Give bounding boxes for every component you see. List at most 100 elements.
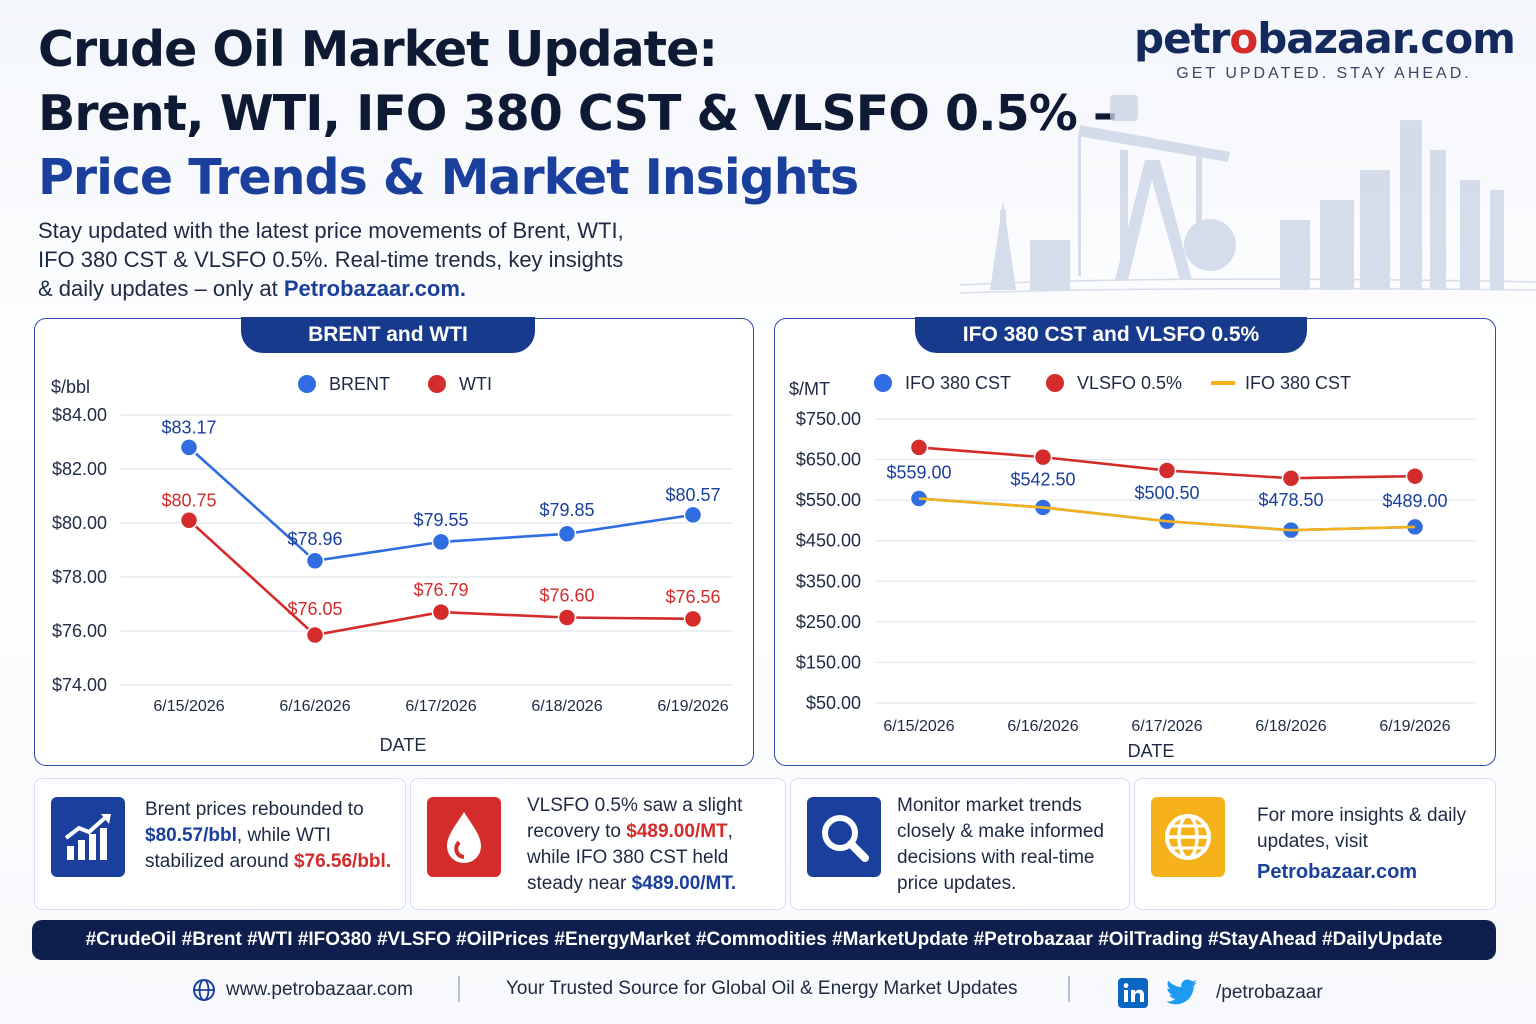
y-tick-label: $50.00 <box>806 693 861 713</box>
ifo-vlsfo-chart: $/MT $750.00 $650.00 $550.00 $450.00 $350.00 $… <box>789 373 1475 761</box>
twitter-icon[interactable] <box>1166 979 1198 1007</box>
legend-marker <box>874 374 892 392</box>
footer-handle[interactable]: /petrobazaar <box>1216 982 1323 1003</box>
y-tick-label: $74.00 <box>52 675 107 695</box>
data-point <box>683 609 703 629</box>
legend-marker <box>298 375 316 393</box>
series-line <box>918 497 1416 532</box>
x-tick-label: 6/15/2026 <box>883 718 954 735</box>
info-card-monitor-line-1: Monitor market trends <box>897 795 1082 816</box>
legend-entry: BRENT <box>329 374 390 394</box>
y-tick-label: $450.00 <box>796 531 861 551</box>
globe-icon <box>1151 797 1225 877</box>
data-label: $500.50 <box>1134 483 1199 503</box>
legend-entry: IFO 380 CST <box>1245 373 1351 393</box>
title-block: Crude Oil Market Update: Brent, WTI, IFO… <box>38 18 1117 210</box>
title-line-3: Price Trends & Market Insights <box>38 149 859 206</box>
data-label: $78.96 <box>287 529 342 549</box>
x-axis-label: DATE <box>380 735 427 755</box>
data-point <box>1157 461 1177 480</box>
subtitle-link[interactable]: Petrobazaar.com. <box>283 276 467 301</box>
data-point <box>1281 468 1301 488</box>
data-label: $76.79 <box>413 580 468 600</box>
brent-wti-panel: BRENT and WTI $/bbl $84.00 $82.00 $80.00 $78… <box>34 317 754 766</box>
subtitle-line-3: & daily updates – only at Petrobazaar.co… <box>38 274 698 303</box>
logo-part-1: petr <box>1134 14 1230 63</box>
x-tick-label: 6/18/2026 <box>531 698 602 715</box>
data-label: $79.85 <box>539 500 594 520</box>
oil-drop-icon <box>427 797 501 877</box>
info-card-brent-line-2-rest: , while WTI <box>236 825 331 846</box>
ifo-vlsfo-panel-title: IFO 380 CST and VLSFO 0.5% <box>915 317 1307 353</box>
logo-part-o: o <box>1229 14 1258 63</box>
info-card-visit-line-2: updates, visit <box>1257 831 1368 852</box>
info-card-vlsfo-line-2-prefix: recovery to <box>527 821 627 842</box>
info-card-vlsfo-text: VLSFO 0.5% saw a slight recovery to $489… <box>527 793 742 897</box>
info-card-visit: For more insights & daily updates, visit… <box>1134 778 1496 910</box>
data-label: $76.05 <box>287 599 342 619</box>
data-point <box>683 505 703 525</box>
info-card-visit-link[interactable]: Petrobazaar.com <box>1257 861 1418 883</box>
data-point <box>1405 466 1425 486</box>
info-card-vlsfo-line-2-rest: , <box>727 821 733 842</box>
x-axis-label: DATE <box>1128 741 1175 761</box>
info-card-vlsfo-line-4: steady near $489.00/MT. <box>527 871 742 897</box>
info-card-brent: Brent prices rebounded to $80.57/bbl, wh… <box>34 778 406 910</box>
logo-part-2: bazaar.com <box>1257 14 1516 63</box>
chart-growth-icon <box>51 797 125 877</box>
y-axis-label: $/MT <box>789 379 830 399</box>
y-tick-label: $150.00 <box>796 652 861 672</box>
legend-entry: VLSFO 0.5% <box>1077 373 1182 393</box>
x-tick-label: 6/16/2026 <box>1007 718 1078 735</box>
y-tick-label: $350.00 <box>796 571 861 591</box>
brent-wti-chart: $/bbl $84.00 $82.00 $80.00 $78.00 $76.00 $74.0… <box>51 374 733 755</box>
info-card-monitor: Monitor market trends closely & make inf… <box>790 778 1130 910</box>
data-point <box>431 602 451 622</box>
x-tick-label: 6/19/2026 <box>1379 718 1450 735</box>
info-card-brent-text: Brent prices rebounded to $80.57/bbl, wh… <box>145 797 391 875</box>
info-card-brent-line-3: stabilized around $76.56/bbl. <box>145 849 391 875</box>
info-card-vlsfo: VLSFO 0.5% saw a slight recovery to $489… <box>410 778 786 910</box>
data-label: $80.75 <box>161 490 216 510</box>
y-tick-label: $750.00 <box>796 409 861 429</box>
data-label: $79.55 <box>413 510 468 530</box>
title-line-2: Brent, WTI, IFO 380 CST & VLSFO 0.5% – <box>38 85 1117 142</box>
globe-small-icon <box>193 979 215 1001</box>
ifo-value: $489.00/MT. <box>631 873 737 894</box>
data-label: $489.00 <box>1382 491 1447 511</box>
footer-tagline-text: Your Trusted Source for Global Oil & Ene… <box>506 978 1018 999</box>
legend-entry: IFO 380 CST <box>905 373 1011 393</box>
footer-website[interactable]: www.petrobazaar.com <box>192 978 413 1002</box>
info-card-vlsfo-line-2: recovery to $489.00/MT, <box>527 819 742 845</box>
y-tick-label: $78.00 <box>52 567 107 587</box>
title-line-1: Crude Oil Market Update: <box>38 21 718 78</box>
footer: www.petrobazaar.com Your Trusted Source … <box>0 972 1536 1008</box>
y-tick-label: $250.00 <box>796 612 861 632</box>
linkedin-icon[interactable] <box>1118 978 1148 1008</box>
legend-marker <box>1046 374 1064 392</box>
info-card-vlsfo-line-4-prefix: steady near <box>527 873 632 894</box>
subtitle: Stay updated with the latest price movem… <box>38 216 698 303</box>
y-tick-label: $82.00 <box>52 459 107 479</box>
x-tick-label: 6/17/2026 <box>405 698 476 715</box>
brent-value: $80.57/bbl <box>145 825 237 846</box>
footer-divider-2 <box>1068 976 1070 1002</box>
data-label: $76.60 <box>539 586 594 606</box>
data-point <box>909 438 929 457</box>
info-card-monitor-text: Monitor market trends closely & make inf… <box>897 793 1104 897</box>
brand-logo[interactable]: petrobazaar.com GET UPDATED. STAY AHEAD. <box>1134 14 1516 83</box>
data-label: $80.57 <box>665 485 720 505</box>
data-point <box>305 551 325 571</box>
y-tick-label: $650.00 <box>796 450 861 470</box>
brent-wti-panel-title: BRENT and WTI <box>241 317 535 353</box>
data-point <box>179 438 199 457</box>
footer-social: /petrobazaar <box>1118 978 1323 1008</box>
legend-entry: WTI <box>459 374 492 394</box>
x-tick-label: 6/18/2026 <box>1255 718 1326 735</box>
y-tick-label: $550.00 <box>796 490 861 510</box>
y-tick-label: $76.00 <box>52 621 107 641</box>
data-point <box>179 511 199 530</box>
oil-industry-illustration <box>960 95 1536 294</box>
x-tick-label: 6/15/2026 <box>153 698 224 715</box>
info-card-monitor-line-2: closely & make informed <box>897 821 1104 842</box>
